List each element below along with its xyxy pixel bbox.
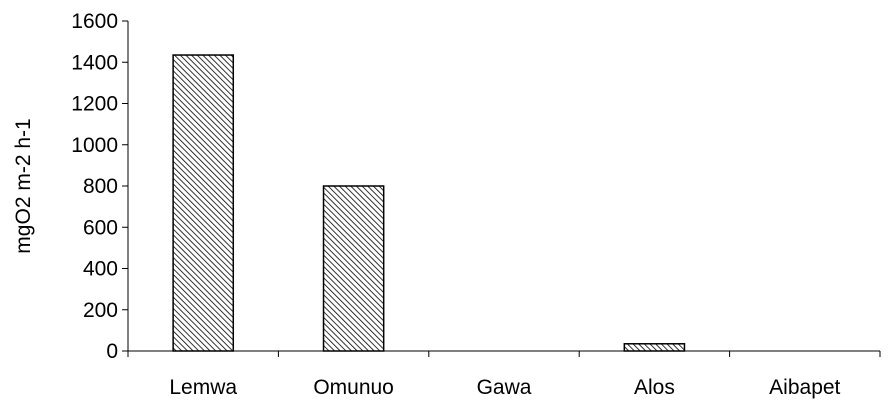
y-tick-label: 1000	[71, 134, 118, 157]
x-axis	[127, 350, 881, 357]
y-tick-label: 600	[83, 216, 118, 239]
y-tick-label: 400	[83, 258, 118, 281]
y-tick-label: 800	[83, 175, 118, 198]
y-tick-label: 200	[83, 299, 118, 322]
x-category-label: Lemwa	[169, 376, 237, 399]
bars	[172, 54, 686, 352]
x-category-label: Alos	[634, 376, 675, 399]
bar-alos	[623, 343, 686, 352]
y-tick-label: 1200	[71, 93, 118, 116]
bar-omunuo	[322, 185, 385, 352]
y-axis: 0 200 400 600 800 1000 1200 1400 1600	[71, 10, 129, 363]
y-tick-label: 0	[106, 340, 118, 363]
y-axis-title: mgO2 m-2 h-1	[12, 118, 35, 253]
x-category-label: Gawa	[477, 376, 532, 399]
x-category-label: Aibapet	[769, 376, 840, 399]
category-labels: Lemwa Omunuo Gawa Alos Aibapet	[169, 376, 840, 399]
y-tick-label: 1400	[71, 51, 118, 74]
y-tick-label: 1600	[71, 10, 118, 33]
bar-lemwa	[172, 54, 235, 352]
x-category-label: Omunuo	[313, 376, 394, 399]
